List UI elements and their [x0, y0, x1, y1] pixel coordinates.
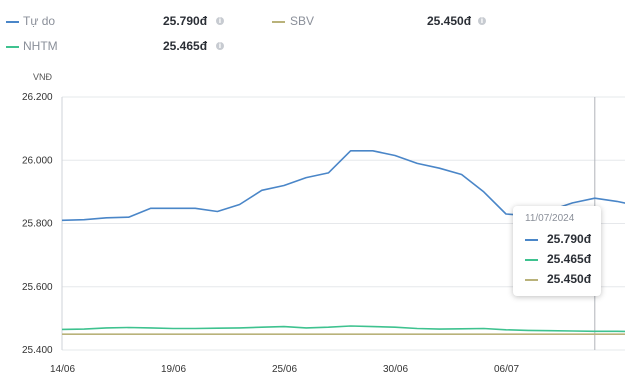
y-tick-label: 25.600: [22, 282, 53, 293]
tooltip-swatch: [525, 259, 538, 261]
tooltip-value-sbv: 25.450đ: [547, 272, 592, 286]
y-tick-label: 26.200: [22, 92, 53, 103]
hover-tooltip: 11/07/2024 25.790đ 25.465đ 25.450đ: [513, 206, 601, 296]
info-icon[interactable]: i: [216, 42, 224, 50]
series-line-nhtm: [61, 325, 625, 333]
tooltip-value-tu-do: 25.790đ: [547, 232, 592, 246]
info-icon[interactable]: i: [216, 17, 224, 25]
legend-name-sbv[interactable]: SBV: [290, 14, 315, 28]
legend-name-tu-do[interactable]: Tự do: [23, 14, 56, 28]
tooltip-value-nhtm: 25.465đ: [547, 252, 592, 266]
x-tick-label: 25/06: [272, 364, 297, 375]
tooltip-swatch: [525, 279, 538, 281]
y-tick-label: 26.000: [22, 155, 53, 166]
y-tick-label: 25.800: [22, 219, 53, 230]
tooltip-row-sbv: 25.450đ: [525, 272, 601, 288]
tooltip-swatch: [525, 239, 538, 241]
x-tick-label: 19/06: [161, 364, 186, 375]
tooltip-row-tu-do: 25.790đ: [525, 232, 601, 248]
tooltip-row-nhtm: 25.465đ: [525, 252, 601, 268]
x-tick-label: 14/06: [50, 364, 75, 375]
tooltip-date: 11/07/2024: [525, 213, 575, 224]
x-tick-label: 06/07: [494, 364, 519, 375]
series-line-tự-do: [61, 150, 625, 222]
y-tick-label: 25.400: [22, 345, 53, 356]
legend-value-tu-do: 25.790đ: [163, 14, 208, 28]
legend-swatch-sbv: [272, 21, 285, 23]
legend-name-nhtm[interactable]: NHTM: [23, 39, 58, 53]
legend-value-nhtm: 25.465đ: [163, 39, 208, 53]
x-tick-label: 30/06: [383, 364, 408, 375]
legend-swatch-nhtm: [6, 46, 19, 48]
y-axis-unit: VNĐ: [33, 72, 53, 82]
legend-swatch-tu-do: [6, 21, 19, 23]
legend-value-sbv: 25.450đ: [427, 14, 472, 28]
info-icon[interactable]: i: [478, 17, 486, 25]
